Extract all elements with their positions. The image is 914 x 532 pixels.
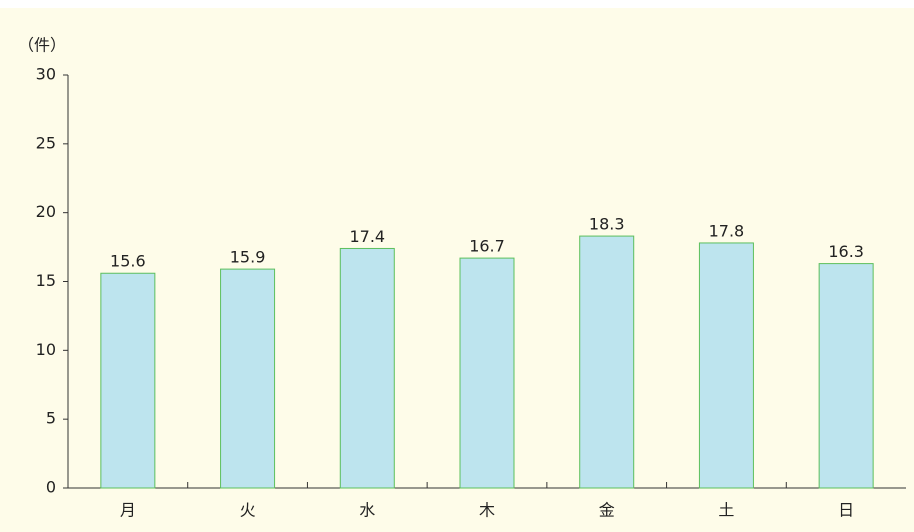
data-label: 17.4: [349, 227, 385, 246]
bar: [459, 257, 515, 489]
y-tick-label: 25: [36, 133, 56, 152]
data-label: 16.7: [469, 237, 505, 256]
x-tick-label: 木: [479, 501, 495, 520]
bar: [220, 268, 276, 489]
bar: [100, 272, 156, 489]
y-tick-label: 10: [36, 340, 56, 359]
y-tick-label: 15: [36, 271, 56, 290]
x-tick-label: 火: [240, 501, 256, 520]
bar: [579, 235, 635, 489]
data-label: 16.3: [828, 242, 864, 261]
bar: [818, 263, 874, 489]
data-label: 15.9: [230, 248, 266, 267]
y-tick-label: 30: [36, 65, 56, 84]
x-tick-label: 月: [120, 501, 136, 520]
bar: [339, 247, 395, 489]
y-axis-label: （件）: [18, 36, 66, 55]
x-tick-label: 日: [838, 501, 854, 520]
x-tick-label: 水: [359, 501, 375, 520]
y-tick-label: 20: [36, 202, 56, 221]
data-label: 18.3: [589, 215, 625, 234]
x-tick-label: 金: [599, 501, 615, 520]
data-label: 15.6: [110, 252, 146, 271]
y-tick-label: 5: [46, 409, 56, 428]
y-tick-label: 0: [46, 478, 56, 497]
data-label: 17.8: [709, 221, 745, 240]
x-tick-label: 土: [718, 501, 734, 520]
bar: [698, 242, 754, 489]
